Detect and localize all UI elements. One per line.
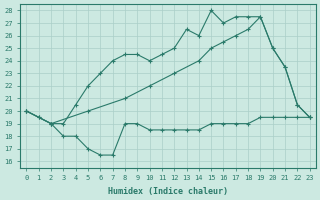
X-axis label: Humidex (Indice chaleur): Humidex (Indice chaleur): [108, 187, 228, 196]
